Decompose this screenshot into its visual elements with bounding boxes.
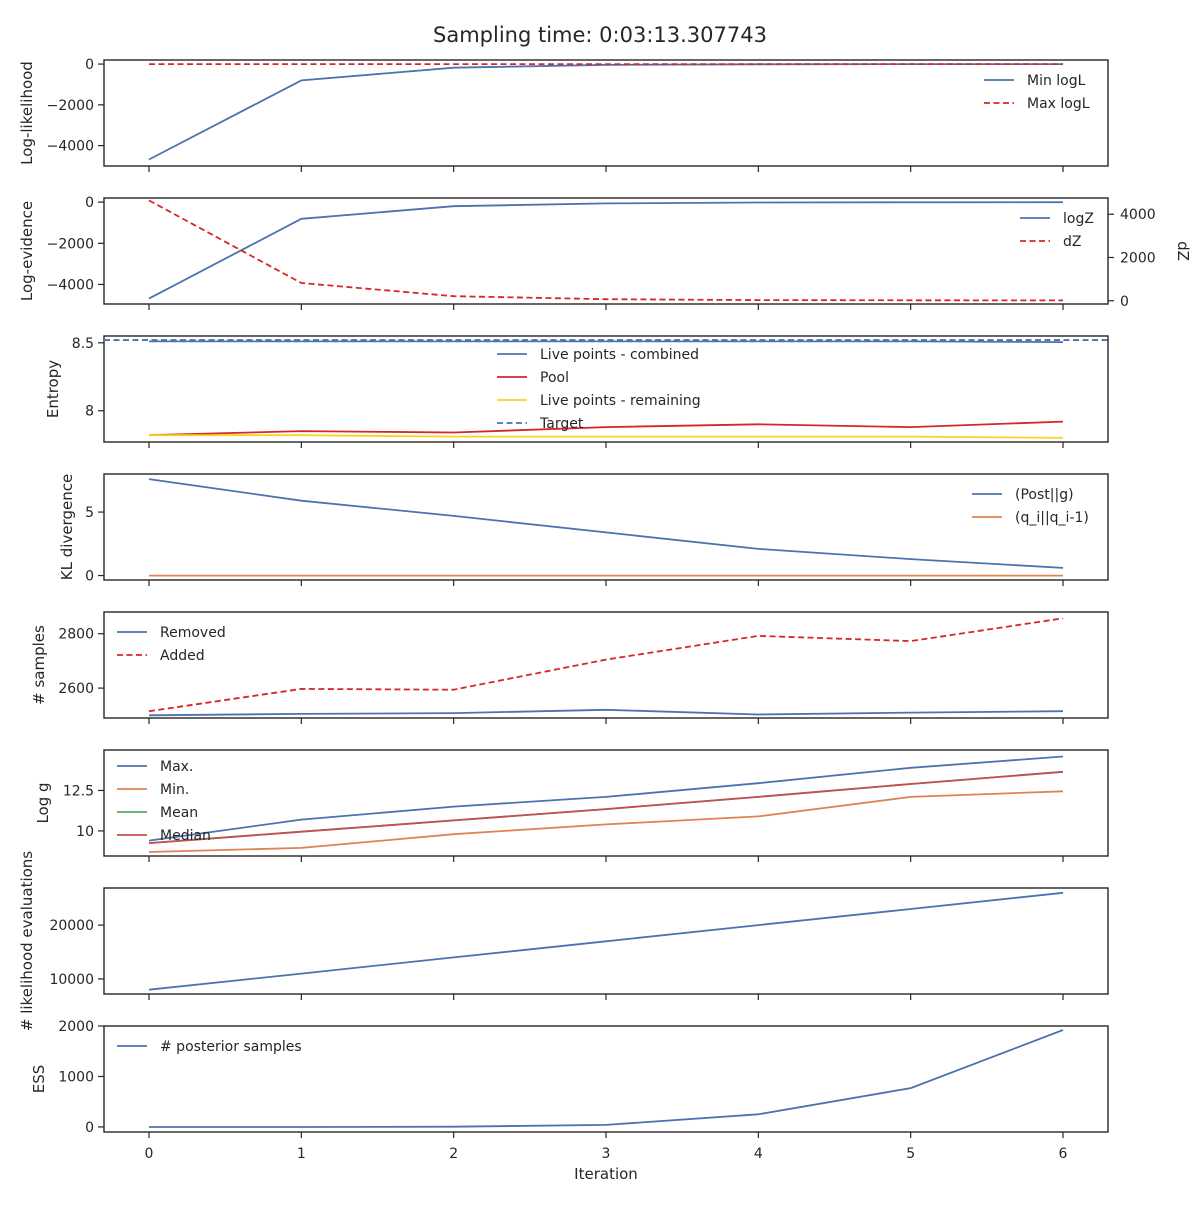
y-right-tick-label: 2000 <box>1120 250 1156 266</box>
y-tick-label: 8 <box>85 404 94 420</box>
legend-label: (q_i||q_i-1) <box>1015 510 1089 526</box>
series-line-2 <box>148 790 1064 853</box>
y-axis-label: KL divergence <box>58 474 76 580</box>
y-tick-label: 2800 <box>58 627 94 643</box>
panel-4: 5 0 KL divergence (Post||g) (q_i||q_i-1) <box>58 473 1109 586</box>
legend-label: # posterior samples <box>160 1039 302 1055</box>
y-tick-label: −2000 <box>47 236 94 252</box>
y-axis-label: # samples <box>30 625 48 705</box>
legend-label: Added <box>160 648 205 664</box>
y-axis-label: Log g <box>34 782 52 823</box>
y-tick-label: −2000 <box>47 98 94 114</box>
legend: Removed Added <box>117 625 226 664</box>
legend: (Post||g) (q_i||q_i-1) <box>972 487 1089 526</box>
panel-8: 2000 1000 0 ESS # posterior samples 0 1 2 3 4 5 6 <box>30 1019 1109 1162</box>
legend-label: (Post||g) <box>1015 487 1074 503</box>
series-line-1 <box>148 755 1064 842</box>
y-tick-label: 0 <box>85 57 94 73</box>
y-tick-label: 0 <box>85 569 94 585</box>
legend: Min logL Max logL <box>984 73 1090 112</box>
figure-title: Sampling time: 0:03:13.307743 <box>433 23 767 47</box>
legend-label: Min logL <box>1027 73 1086 89</box>
y-tick-label: 2600 <box>58 681 94 697</box>
x-tick-label: 4 <box>754 1146 763 1162</box>
legend-label: Live points - remaining <box>540 393 701 409</box>
series-line-1 <box>148 708 1064 717</box>
y-right-axis-label: dZ <box>1174 241 1192 261</box>
series-line-4 <box>148 770 1064 844</box>
x-axis-label: Iteration <box>574 1165 638 1183</box>
legend-label: Max. <box>160 759 193 775</box>
series-line-2 <box>148 420 1064 437</box>
legend: Max. Min. Mean Median <box>117 759 211 844</box>
y-axis-label: ESS <box>30 1065 48 1094</box>
series-line-1 <box>148 891 1064 991</box>
x-tick-label: 2 <box>449 1146 458 1162</box>
chart-panels: 0 −2000 −4000 Log-likelihood Min logL Max log… <box>18 57 1192 1162</box>
legend-label: Removed <box>160 625 226 641</box>
y-tick-label: 2000 <box>58 1019 94 1035</box>
x-tick-label: 1 <box>297 1146 306 1162</box>
series-line-1 <box>149 1029 1064 1128</box>
y-tick-label: 10000 <box>49 972 94 988</box>
y-tick-label: 0 <box>85 1120 94 1136</box>
y-right-tick-label: 0 <box>1120 294 1129 310</box>
y-axis-label: Log-likelihood <box>18 61 36 165</box>
legend-label: Mean <box>160 805 198 821</box>
y-axis-label: Log-evidence <box>18 201 36 301</box>
y-tick-label: 5 <box>85 505 94 521</box>
panel-1: 0 −2000 −4000 Log-likelihood Min logL Max log… <box>18 57 1109 172</box>
legend-label: Median <box>160 828 211 844</box>
legend: logZ dZ <box>1020 211 1094 250</box>
series-line-1 <box>148 201 1064 300</box>
series-line-2 <box>148 199 1064 302</box>
y-axis-label: # likelihood evaluations <box>18 851 36 1031</box>
y-tick-label: 1000 <box>58 1069 94 1085</box>
legend-label: dZ <box>1063 234 1081 250</box>
legend-label: Pool <box>540 370 569 386</box>
y-tick-label: 8.5 <box>72 336 94 352</box>
series-line-2 <box>148 617 1064 713</box>
x-tick-label: 5 <box>906 1146 915 1162</box>
y-tick-label: 20000 <box>49 918 94 934</box>
series-line-1 <box>148 478 1064 569</box>
legend: Live points - combined Pool Live points - … <box>497 347 701 432</box>
legend-label: Target <box>539 416 584 432</box>
panel-5: 2800 2600 # samples Removed Added <box>30 611 1109 724</box>
x-tick-label: 3 <box>602 1146 611 1162</box>
x-tick-label: 6 <box>1059 1146 1068 1162</box>
legend-label: Min. <box>160 782 189 798</box>
panel-6: 12.5 10 Log g Max. Min. Mean Median <box>34 749 1109 862</box>
panel-7: 20000 10000 # likelihood evaluations <box>18 851 1109 1031</box>
legend: # posterior samples <box>117 1039 302 1055</box>
legend-label: Live points - combined <box>540 347 699 363</box>
legend-label: logZ <box>1063 211 1094 227</box>
legend-label: Max logL <box>1027 96 1090 112</box>
panel-2: 0 −2000 −4000 0 2000 4000 dZ Log-evidence logZ dZ <box>18 195 1192 310</box>
y-tick-label: −4000 <box>47 139 94 155</box>
y-tick-label: −4000 <box>47 277 94 293</box>
series-line-1 <box>149 340 1064 343</box>
y-axis-label: Entropy <box>44 360 62 418</box>
y-tick-label: 12.5 <box>63 783 94 799</box>
x-tick-label: 0 <box>145 1146 154 1162</box>
series-line-3 <box>149 434 1064 439</box>
y-right-tick-label: 4000 <box>1120 207 1156 223</box>
y-tick-label: 0 <box>85 195 94 211</box>
y-tick-label: 10 <box>76 824 94 840</box>
